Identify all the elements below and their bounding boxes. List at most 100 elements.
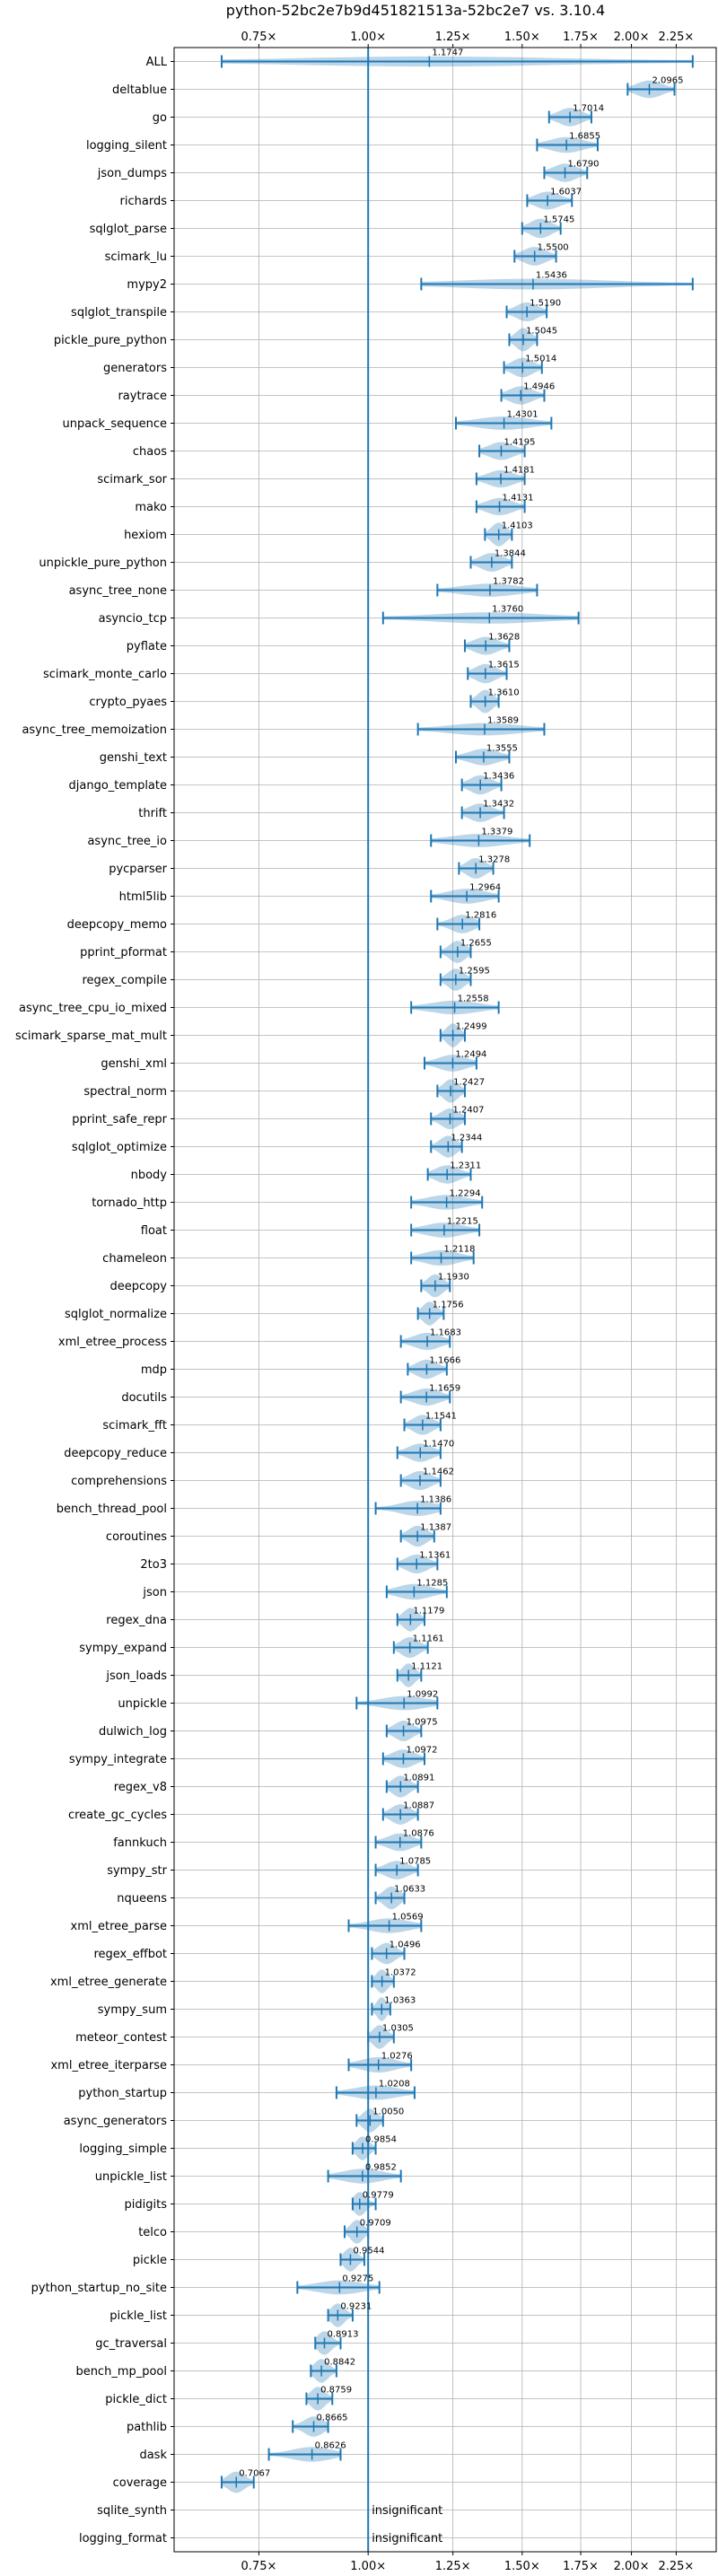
- x-tick-label-bottom: 1.25×: [435, 2560, 471, 2573]
- x-tick-label-top: 1.25×: [435, 31, 471, 44]
- category-label: pickle_dict: [105, 2393, 167, 2406]
- value-label: 1.4103: [502, 521, 533, 531]
- category-label: mako: [135, 501, 167, 514]
- value-label: 1.1683: [430, 1328, 461, 1338]
- value-label: 1.0569: [392, 1913, 424, 1923]
- x-tick-label-top: 0.75×: [241, 31, 277, 44]
- category-label: tornado_http: [92, 1196, 167, 1210]
- value-label: 1.3432: [483, 800, 514, 810]
- category-label: regex_compile: [82, 974, 167, 987]
- category-label: 2to3: [140, 1558, 167, 1572]
- category-label: scimark_monte_carlo: [43, 668, 167, 681]
- value-label: 1.4946: [523, 382, 555, 392]
- value-label: 0.8626: [315, 2441, 346, 2451]
- x-tick-label-bottom: 1.50×: [504, 2560, 540, 2573]
- value-label: 0.9231: [340, 2302, 372, 2312]
- value-label: 0.9779: [363, 2191, 394, 2201]
- category-label: logging_silent: [86, 139, 167, 153]
- category-label: richards: [120, 195, 168, 208]
- category-label: regex_dna: [106, 1614, 167, 1627]
- value-label: 1.0276: [381, 2052, 413, 2062]
- category-label: xml_etree_process: [58, 1336, 167, 1349]
- category-label: regex_v8: [114, 1781, 167, 1794]
- value-label: 1.2655: [460, 939, 492, 949]
- value-label: 1.4181: [503, 466, 535, 476]
- category-label: xml_etree_iterparse: [50, 2059, 167, 2072]
- category-label: deepcopy_reduce: [64, 1447, 167, 1460]
- value-label: 1.3589: [487, 716, 519, 726]
- value-label: 1.0785: [399, 1857, 431, 1867]
- insignificant-label: insignificant: [372, 2504, 442, 2518]
- category-label: pycparser: [109, 863, 167, 876]
- value-label: 1.1121: [411, 1662, 442, 1672]
- value-label: 0.9709: [360, 2219, 391, 2229]
- value-label: 1.0363: [384, 1996, 416, 2006]
- category-label: dulwich_log: [99, 1725, 167, 1739]
- category-label: float: [141, 1224, 167, 1238]
- value-label: 1.0305: [382, 2024, 414, 2034]
- category-label: meteor_contest: [75, 2031, 167, 2045]
- value-label: 1.6037: [550, 188, 582, 197]
- value-label: 1.5436: [536, 271, 567, 281]
- value-label: 1.4131: [503, 494, 534, 504]
- category-label: sqlglot_transpile: [71, 306, 167, 320]
- category-label: spectral_norm: [83, 1085, 167, 1099]
- category-label: deepcopy: [109, 1280, 167, 1293]
- category-label: generators: [103, 362, 167, 375]
- plot-frame: [173, 47, 717, 2553]
- category-label: nqueens: [117, 1892, 167, 1906]
- category-label: ALL: [146, 56, 168, 69]
- category-label: asyncio_tcp: [99, 612, 167, 626]
- value-label: 1.0887: [403, 1801, 434, 1811]
- value-label: 1.0992: [407, 1690, 438, 1700]
- category-label: create_gc_cycles: [68, 1809, 167, 1822]
- category-label: logging_format: [79, 2532, 167, 2545]
- value-label: 1.1387: [420, 1523, 451, 1533]
- value-label: 0.9275: [342, 2274, 373, 2284]
- value-label: 1.1386: [420, 1495, 451, 1505]
- category-label: telco: [138, 2226, 167, 2239]
- category-label: docutils: [121, 1391, 167, 1405]
- value-label: 1.3615: [488, 661, 520, 670]
- category-label: async_tree_none: [69, 584, 167, 598]
- category-label: crypto_pyaes: [89, 696, 167, 709]
- value-label: 1.5045: [526, 327, 557, 337]
- value-label: 1.2407: [452, 1106, 484, 1116]
- category-label: fannkuch: [113, 1836, 167, 1850]
- category-label: comprehensions: [71, 1475, 167, 1488]
- value-label: 1.0633: [394, 1885, 425, 1895]
- value-label: 1.3379: [481, 828, 512, 837]
- label-layer: 0.75× 0.75× 1.00× 1.00× 1.25× 1.25× 1.50× 1.50×…: [15, 31, 694, 2573]
- value-label: 1.0972: [406, 1746, 437, 1756]
- category-label: gc_traversal: [95, 2337, 167, 2351]
- category-label: coverage: [113, 2476, 167, 2490]
- category-label: sympy_expand: [79, 1642, 167, 1655]
- value-label: 1.6790: [568, 160, 600, 170]
- category-label: python_startup_no_site: [31, 2282, 167, 2295]
- x-tick-label-bottom: 0.75×: [241, 2560, 277, 2573]
- category-label: scimark_lu: [105, 250, 167, 264]
- x-tick-label-bottom: 2.25×: [658, 2560, 694, 2573]
- value-label: 1.6855: [569, 132, 600, 142]
- category-label: pickle_list: [109, 2309, 167, 2323]
- grid-layer: [171, 44, 716, 2555]
- category-label: html5lib: [119, 890, 167, 904]
- value-label: 1.2494: [455, 1050, 486, 1060]
- x-tick-label-top: 1.50×: [504, 31, 540, 44]
- category-label: bench_mp_pool: [75, 2365, 167, 2379]
- value-label: 1.1470: [423, 1440, 454, 1450]
- category-label: scimark_fft: [102, 1419, 167, 1433]
- value-label: 1.7014: [573, 104, 604, 114]
- category-label: unpickle: [118, 1697, 167, 1711]
- x-tick-label-top: 1.75×: [563, 31, 599, 44]
- value-label: 1.2427: [453, 1078, 485, 1088]
- category-label: sympy_sum: [98, 2003, 167, 2017]
- category-label: go: [153, 111, 167, 125]
- category-label: dask: [139, 2449, 167, 2462]
- category-label: pathlib: [127, 2421, 167, 2434]
- value-label: 1.0891: [403, 1774, 434, 1783]
- category-label: async_tree_cpu_io_mixed: [19, 1002, 167, 1015]
- value-label: 0.9852: [365, 2163, 397, 2173]
- value-label: 1.3760: [492, 605, 523, 615]
- value-label: 0.8842: [324, 2358, 355, 2368]
